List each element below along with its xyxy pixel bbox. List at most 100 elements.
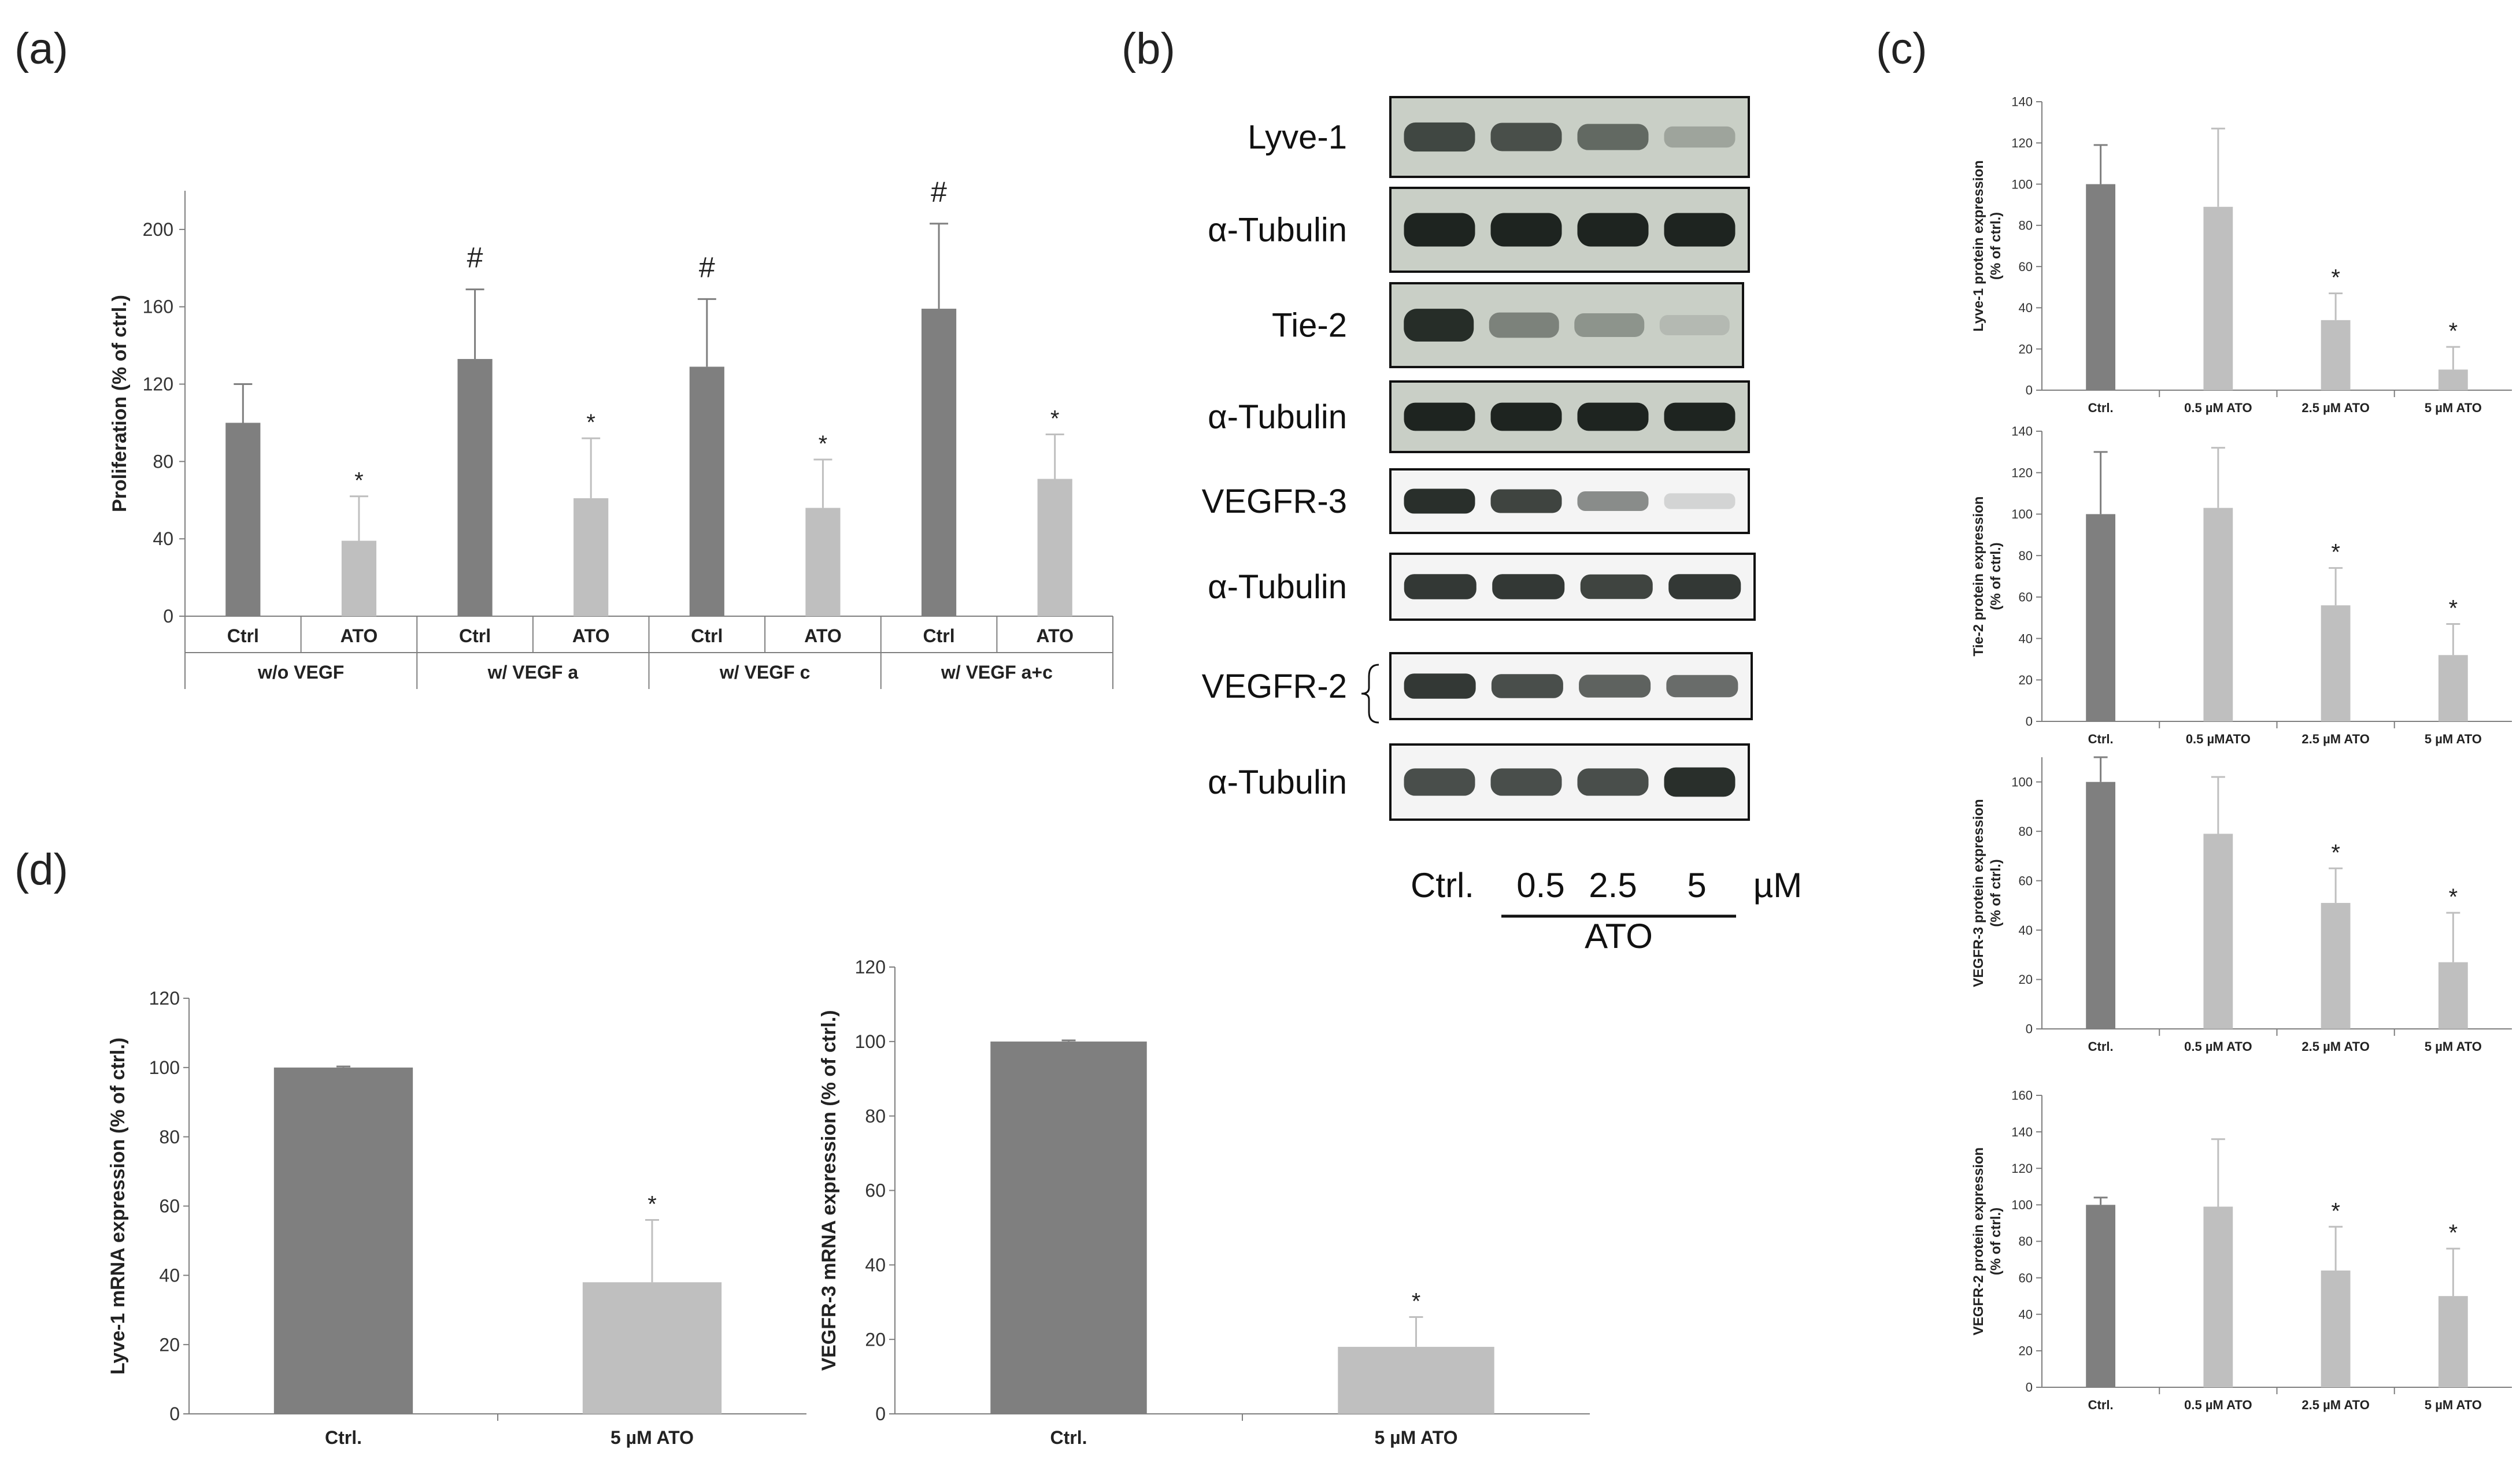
- y-tick-label: 20: [159, 1334, 180, 1355]
- y-tick-label: 100: [2011, 775, 2033, 789]
- x-category-label: Ctrl.: [2088, 1039, 2114, 1054]
- y-tick-label: 100: [2011, 507, 2033, 521]
- blot-dose-label: 0.5: [1516, 866, 1564, 905]
- y-tick-label: 20: [865, 1329, 886, 1350]
- x-category-label: 5 µM ATO: [2425, 732, 2482, 746]
- x-sub-category-label: ATO: [804, 625, 842, 646]
- blot-unit-label: µM: [1753, 866, 1803, 905]
- y-axis-title-line: VEGFR-2 protein expression: [1971, 1147, 1986, 1335]
- panel-label-c: (c): [1876, 24, 1927, 73]
- blot-band: [1579, 675, 1651, 698]
- blot-band: [1404, 768, 1475, 796]
- blot-band: [1664, 402, 1735, 431]
- y-tick-label: 60: [2019, 1271, 2033, 1285]
- significance-mark: *: [2449, 884, 2458, 910]
- y-tick-label: 60: [2019, 590, 2033, 605]
- y-tick-label: 120: [2011, 1161, 2033, 1176]
- x-category-label: 5 µM ATO: [2425, 1039, 2482, 1054]
- y-axis-title-line: (% of ctrl.): [1988, 1208, 2004, 1275]
- x-sub-category-label: ATO: [572, 625, 610, 646]
- y-tick-label: 80: [153, 451, 173, 472]
- bar: [273, 1067, 413, 1414]
- chart-c-vegfr3-protein: 0 20 40 60 80 100 Ctrl. 0.5 µM ATO * 2.5 µM ATO * 5…: [1971, 756, 2512, 1054]
- significance-mark: *: [819, 431, 828, 457]
- bar: [2321, 903, 2351, 1029]
- blot-band: [1668, 574, 1741, 599]
- x-category-label: Ctrl.: [1050, 1427, 1087, 1448]
- x-category-label: 5 µM ATO: [1374, 1427, 1457, 1448]
- y-axis-title: VEGFR-2 protein expression (% of ctrl.): [1971, 1147, 2004, 1335]
- y-tick-label: 0: [2026, 1022, 2033, 1036]
- blot-band: [1664, 126, 1735, 148]
- bar: [1338, 1347, 1494, 1414]
- y-tick-label: 80: [159, 1127, 180, 1147]
- significance-mark: *: [1412, 1289, 1421, 1314]
- blot-band: [1664, 767, 1735, 797]
- blot-band: [1492, 574, 1565, 599]
- chart-a-proliferation: 0 40 80 120 160 200 Ctrl * ATO # Ctrl * ATO # Ctrl * ATO…: [109, 176, 1113, 689]
- blot-band: [1577, 213, 1649, 247]
- blot-band: [1577, 768, 1649, 796]
- x-category-label: 0.5 µM ATO: [2184, 401, 2252, 415]
- blot-band: [1491, 674, 1563, 698]
- bar: [2203, 834, 2233, 1029]
- y-tick-label: 80: [2019, 549, 2033, 563]
- bar: [2203, 206, 2233, 390]
- significance-mark: *: [354, 468, 364, 494]
- y-tick-label: 80: [2019, 1234, 2033, 1249]
- y-axis-title: VEGFR-3 protein expression (% of ctrl.): [1971, 799, 2004, 987]
- x-sub-category-label: ATO: [1036, 625, 1074, 646]
- bar: [457, 359, 493, 616]
- x-group-label: w/o VEGF: [257, 662, 344, 683]
- significance-mark: *: [2449, 1220, 2458, 1246]
- y-tick-label: 140: [2011, 1125, 2033, 1139]
- y-tick-label: 60: [2019, 260, 2033, 274]
- y-axis-title: Lyve-1 mRNA expression (% of ctrl.): [107, 1038, 129, 1375]
- x-sub-category-label: Ctrl: [459, 625, 491, 646]
- x-category-label: Ctrl.: [325, 1427, 362, 1448]
- bar: [2086, 184, 2116, 390]
- blot-band: [1490, 768, 1562, 796]
- y-tick-label: 40: [2019, 631, 2033, 646]
- significance-mark: *: [1050, 406, 1060, 432]
- x-group-label: w/ VEGF a+c: [941, 662, 1053, 683]
- y-tick-label: 20: [2019, 972, 2033, 987]
- y-tick-label: 100: [855, 1031, 886, 1052]
- blot-row-label: α-Tubulin: [1208, 568, 1347, 606]
- blot-band: [1577, 124, 1649, 150]
- blot-band: [1490, 123, 1562, 151]
- x-sub-category-label: Ctrl: [923, 625, 955, 646]
- significance-mark: *: [2331, 265, 2340, 290]
- blot-bracket: [1361, 664, 1379, 724]
- x-category-label: 5 µM ATO: [610, 1427, 694, 1448]
- significance-hash: #: [467, 242, 483, 274]
- y-tick-label: 100: [2011, 1198, 2033, 1212]
- blot-band: [1404, 122, 1475, 152]
- bar: [573, 498, 609, 616]
- y-tick-label: 0: [875, 1403, 886, 1424]
- y-tick-label: 40: [2019, 1307, 2033, 1321]
- y-tick-label: 40: [2019, 923, 2033, 938]
- blot-band: [1580, 574, 1653, 599]
- significance-hash: #: [931, 176, 947, 208]
- significance-mark: *: [2331, 540, 2340, 565]
- y-tick-label: 120: [149, 988, 180, 1009]
- y-tick-label: 0: [2026, 714, 2033, 729]
- blot-band: [1404, 402, 1475, 431]
- significance-mark: *: [586, 410, 595, 435]
- chart-c-vegfr2-protein: 0 20 40 60 80 100 120 140 160 Ctrl. 0.5 µM ATO * 2.5…: [1971, 1088, 2512, 1412]
- bar: [1037, 479, 1072, 616]
- blot-band: [1664, 213, 1735, 247]
- bar: [990, 1041, 1147, 1414]
- x-category-label: 0.5 µM ATO: [2184, 1398, 2252, 1412]
- blot-band: [1489, 312, 1559, 338]
- x-group-label: w/ VEGF a: [487, 662, 579, 683]
- y-tick-label: 100: [149, 1057, 180, 1078]
- panel-label-b: (b): [1122, 24, 1175, 73]
- x-category-label: 5 µM ATO: [2425, 1398, 2482, 1412]
- y-tick-label: 120: [2011, 465, 2033, 480]
- bar: [2438, 1296, 2468, 1387]
- bar: [2438, 655, 2468, 721]
- y-tick-label: 80: [2019, 218, 2033, 233]
- blot-band: [1490, 489, 1562, 513]
